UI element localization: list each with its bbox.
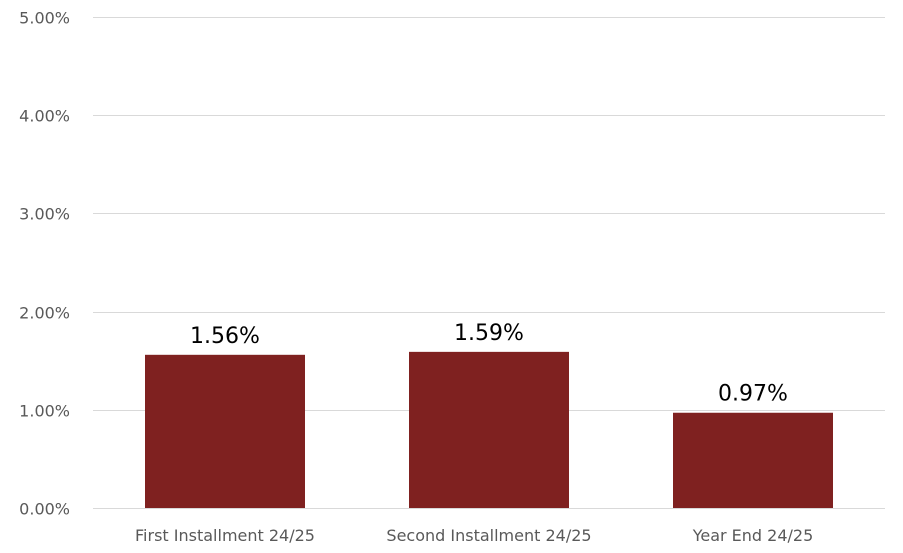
data-label-1: 1.56% (190, 324, 260, 349)
bar-2 (409, 351, 569, 508)
y-axis-tick-labels: 0.00% 1.00% 2.00% 3.00% 4.00% 5.00% (19, 9, 70, 519)
x-category-label-1: First Installment 24/25 (135, 526, 315, 545)
y-tick-label: 4.00% (19, 107, 70, 126)
y-tick-label: 2.00% (19, 304, 70, 323)
x-category-label-2: Second Installment 24/25 (386, 526, 591, 545)
bar-1 (145, 354, 305, 508)
x-category-label-3: Year End 24/25 (692, 526, 814, 545)
data-label-3: 0.97% (718, 382, 788, 407)
y-tick-label: 0.00% (19, 500, 70, 519)
y-tick-label: 3.00% (19, 205, 70, 224)
y-tick-label: 5.00% (19, 9, 70, 28)
bar-3 (673, 412, 833, 508)
data-labels: 1.56% 1.59% 0.97% (190, 321, 788, 407)
bars (145, 351, 833, 508)
x-axis-category-labels: First Installment 24/25 Second Installmen… (135, 526, 813, 545)
y-tick-label: 1.00% (19, 402, 70, 421)
data-label-2: 1.59% (454, 321, 524, 346)
